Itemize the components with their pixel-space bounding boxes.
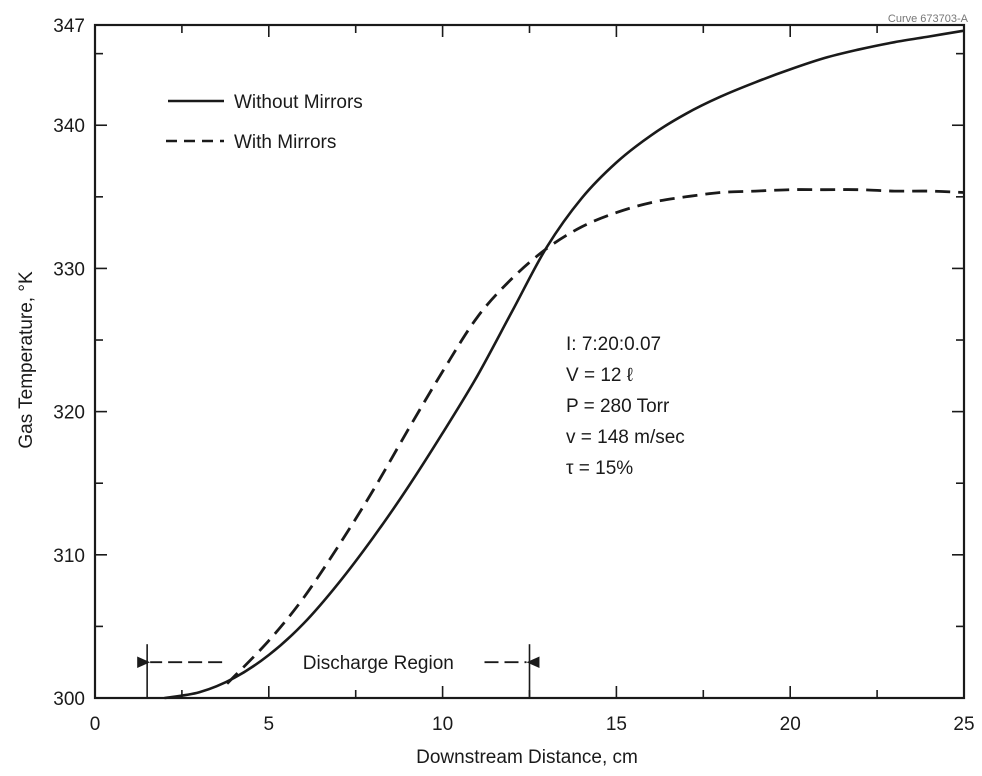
condition-velocity: v = 148 m/sec — [566, 427, 685, 448]
x-tick-labels: 0 5 10 15 20 25 — [90, 714, 975, 735]
plot-frame — [93, 23, 966, 700]
axis-ticks — [94, 25, 965, 699]
x-tick-label: 0 — [90, 714, 101, 735]
y-tick-label: 320 — [53, 403, 85, 424]
y-tick-label: 300 — [53, 689, 85, 710]
condition-pressure: P = 280 Torr — [566, 396, 670, 417]
y-tick-label: 310 — [53, 546, 85, 567]
x-tick-label: 5 — [264, 714, 275, 735]
y-tick-labels: 300 310 320 330 340 347 — [53, 16, 85, 710]
y-tick-label: 330 — [53, 259, 85, 280]
x-tick-label: 15 — [606, 714, 627, 735]
condition-tau: τ = 15% — [566, 458, 633, 479]
series-with-mirrors-line — [226, 188, 965, 685]
y-axis-title: Gas Temperature, °K — [16, 271, 37, 449]
legend-label-with-mirrors: With Mirrors — [234, 132, 336, 153]
legend: Without Mirrors With Mirrors — [166, 92, 363, 153]
y-tick-label: 340 — [53, 116, 85, 137]
curve-id-label: Curve 673703-A — [888, 13, 969, 25]
discharge-region-annotation: Discharge Region — [137, 644, 540, 698]
legend-label-without-mirrors: Without Mirrors — [234, 92, 363, 113]
x-axis-title: Downstream Distance, cm — [416, 747, 638, 768]
conditions-block: I: 7:20:0.07 V = 12 ℓ P = 280 Torr v = 1… — [566, 334, 685, 479]
discharge-region-label: Discharge Region — [303, 653, 454, 674]
condition-ratio: I: 7:20:0.07 — [566, 334, 661, 355]
condition-volume: V = 12 ℓ — [566, 365, 633, 386]
series-without-mirrors-line — [164, 29, 965, 700]
x-tick-label: 10 — [432, 714, 453, 735]
x-tick-label: 25 — [953, 714, 974, 735]
y-tick-label: 347 — [53, 16, 85, 37]
x-tick-label: 20 — [780, 714, 801, 735]
